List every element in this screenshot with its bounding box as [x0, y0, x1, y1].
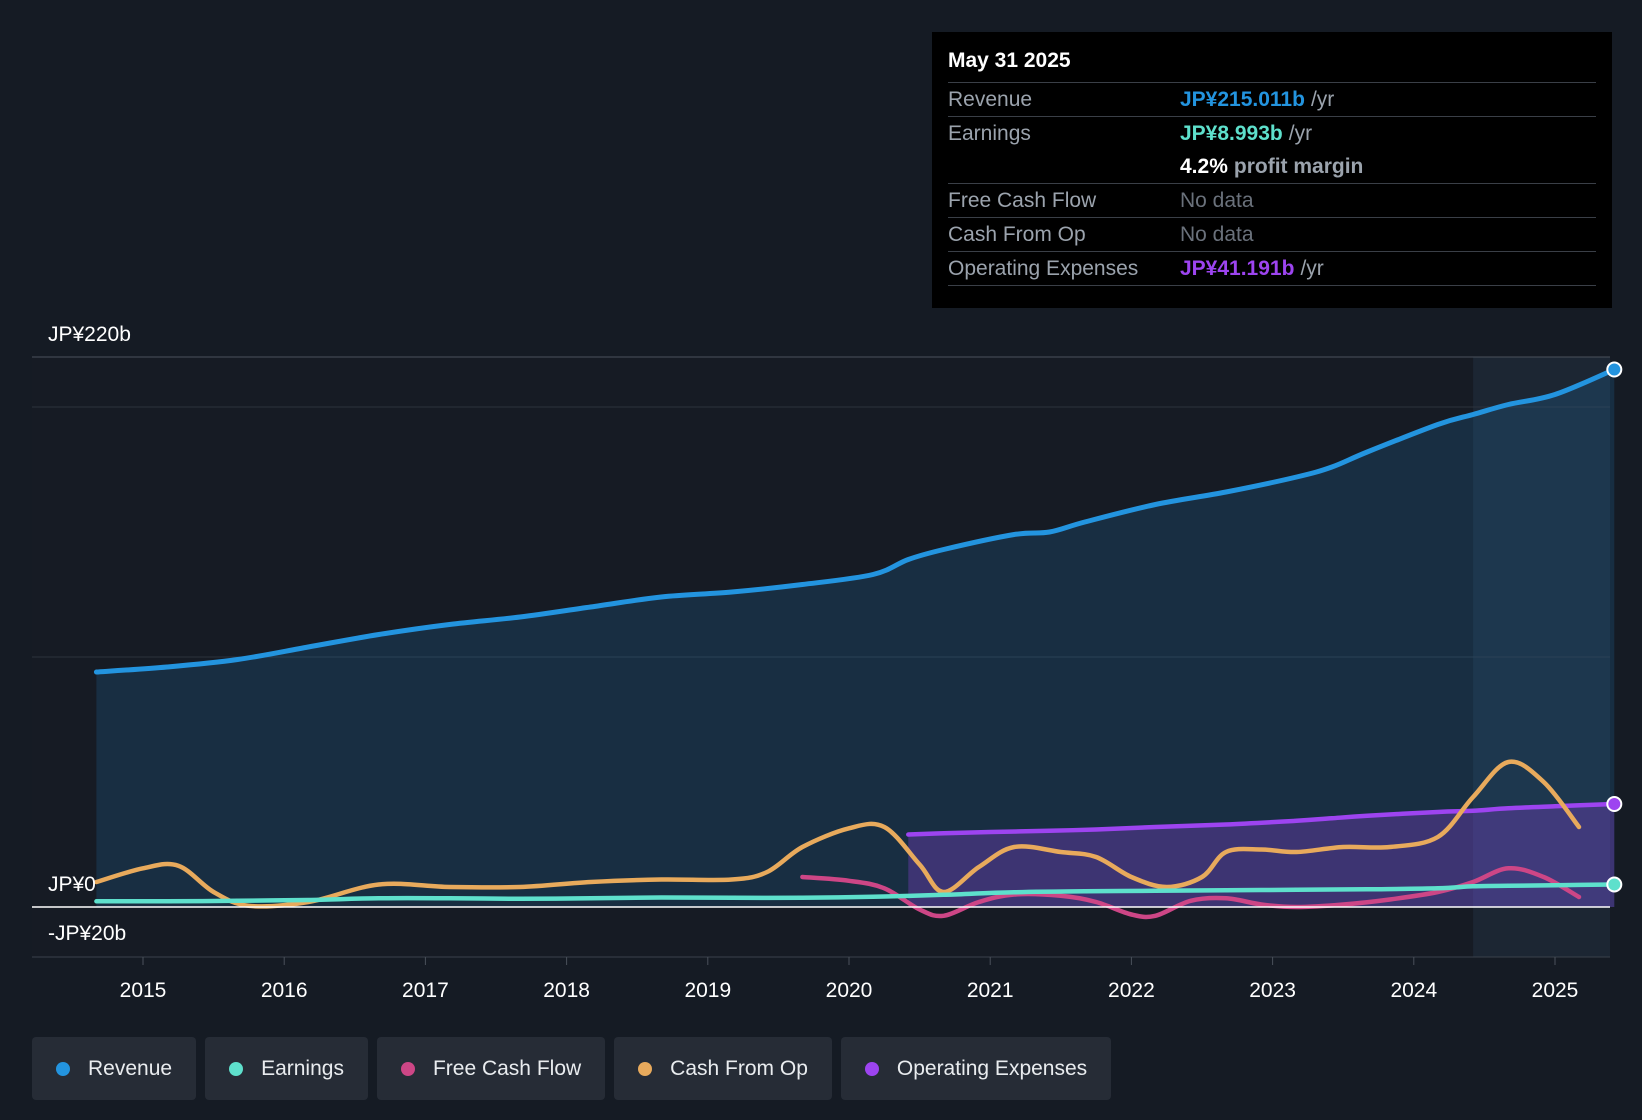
- tooltip-margin-value: 4.2%: [1180, 155, 1228, 178]
- legend-cfo[interactable]: Cash From Op: [614, 1037, 832, 1100]
- legend-cfo-label: Cash From Op: [670, 1056, 808, 1080]
- end-marker-revenue: [1606, 361, 1623, 378]
- earnings-dot-icon: [229, 1061, 244, 1076]
- area-revenue: [96, 369, 1615, 907]
- x-tick-label: 2023: [1249, 979, 1296, 1002]
- tooltip-date: May 31 2025: [948, 46, 1596, 83]
- end-marker-opex: [1606, 796, 1623, 812]
- tooltip-row-cfo: Cash From Op No data: [948, 218, 1596, 252]
- tooltip-value-revenue: JP¥215.011b: [1180, 88, 1305, 111]
- legend-revenue-label: Revenue: [88, 1056, 173, 1080]
- line-cfo: [94, 759, 1582, 909]
- y-tick-label: JP¥220b: [48, 323, 131, 346]
- area-opex: [908, 804, 1615, 907]
- tooltip-margin-text: profit margin: [1233, 155, 1364, 178]
- tooltip-value-cfo: No data: [1180, 223, 1254, 246]
- legend-earnings[interactable]: Earnings: [205, 1037, 368, 1100]
- y-axis-labels: JP¥220b JP¥0 -JP¥20b: [48, 323, 131, 945]
- x-tick-label: 2022: [1108, 979, 1155, 1002]
- legend-opex-label: Operating Expenses: [896, 1056, 1088, 1080]
- y-tick-label: -JP¥20b: [48, 922, 126, 945]
- legend-revenue[interactable]: Revenue: [32, 1037, 197, 1100]
- tooltip-label-fcf: Free Cash Flow: [948, 189, 1097, 212]
- tooltip-row-opex: Operating Expenses JP¥41.191b /yr: [948, 252, 1596, 286]
- revenue-dot-icon: [56, 1061, 70, 1076]
- chart-legend: Revenue Earnings Free Cash Flow Cash Fro…: [32, 1037, 1120, 1100]
- series-areas: [96, 369, 1615, 907]
- tooltip-row-revenue: Revenue JP¥215.011b /yr: [948, 83, 1596, 117]
- x-tick-label: 2024: [1390, 979, 1437, 1002]
- line-revenue: [93, 367, 1617, 675]
- x-tick-label: 2015: [120, 979, 167, 1002]
- tooltip-value-earnings: JP¥8.993b: [1180, 122, 1283, 145]
- x-axis-labels: 2015 2016 2017 2018 2019 2020 2021 2022 2023 2024…: [120, 957, 1579, 1002]
- tooltip-value-opex: JP¥41.191b: [1180, 257, 1295, 280]
- tooltip-row-margin: 4.2% profit margin: [948, 150, 1596, 184]
- x-tick-label: 2020: [826, 979, 873, 1002]
- cfo-dot-icon: [638, 1061, 653, 1076]
- tooltip-unit-earnings: /yr: [1288, 122, 1313, 145]
- x-tick-label: 2025: [1532, 979, 1579, 1002]
- line-opex: [906, 801, 1617, 837]
- legend-earnings-label: Earnings: [261, 1056, 344, 1080]
- tooltip-row-earnings: Earnings JP¥8.993b /yr: [948, 117, 1596, 150]
- tooltip-label-revenue: Revenue: [948, 88, 1033, 111]
- tooltip-unit-revenue: /yr: [1310, 88, 1335, 111]
- tooltip-label-cfo: Cash From Op: [948, 223, 1086, 246]
- line-earnings: [94, 882, 1617, 904]
- legend-opex[interactable]: Operating Expenses: [840, 1037, 1112, 1100]
- data-tooltip: May 31 2025 Revenue JP¥215.011b /yr Earn…: [932, 32, 1612, 308]
- x-tick-label: 2019: [684, 979, 731, 1002]
- x-tick-label: 2021: [967, 979, 1014, 1002]
- series-lines: [32, 367, 1617, 920]
- tooltip-value-fcf: No data: [1180, 189, 1254, 212]
- opex-dot-icon: [864, 1061, 879, 1076]
- end-marker-earnings: [1606, 876, 1623, 893]
- grid-lines: [32, 356, 1610, 958]
- fcf-dot-icon: [400, 1061, 415, 1076]
- series-end-markers: [1606, 361, 1623, 893]
- tooltip-unit-opex: /yr: [1300, 257, 1324, 280]
- tooltip-label-earnings: Earnings: [948, 122, 1031, 145]
- tooltip-label-opex: Operating Expenses: [948, 257, 1139, 280]
- legend-fcf[interactable]: Free Cash Flow: [376, 1037, 606, 1100]
- x-tick-label: 2016: [261, 979, 308, 1002]
- tooltip-row-fcf: Free Cash Flow No data: [948, 184, 1596, 218]
- y-tick-label: JP¥0: [48, 873, 96, 896]
- legend-fcf-label: Free Cash Flow: [432, 1056, 582, 1080]
- x-tick-label: 2018: [543, 979, 590, 1002]
- x-tick-label: 2017: [402, 979, 449, 1002]
